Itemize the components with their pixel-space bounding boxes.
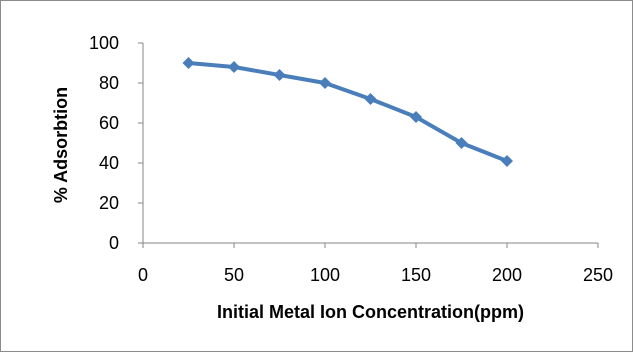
data-point-marker: [364, 93, 377, 105]
x-axis-title: Initial Metal Ion Concentration(ppm): [217, 302, 524, 322]
x-tick-labels: 0 50 100 150 200 250: [138, 243, 613, 285]
y-axis-title: % Adsorbtion: [51, 87, 71, 203]
data-series: [182, 57, 513, 167]
series-line: [186, 61, 509, 163]
data-point-marker: [501, 155, 513, 167]
x-tick-label: 150: [401, 265, 431, 285]
y-tick-label: 80: [99, 73, 119, 93]
x-tick-label: 50: [224, 265, 244, 285]
data-point-marker: [182, 57, 195, 69]
data-point-marker: [228, 61, 240, 73]
data-point-marker: [455, 137, 468, 149]
y-tick-label: 40: [99, 153, 119, 173]
y-tick-label: 60: [99, 113, 119, 133]
data-point-marker: [319, 77, 331, 89]
x-tick-label: 0: [138, 265, 148, 285]
y-tick-labels: 0 20 40 60 80 100: [89, 33, 143, 253]
x-tick-label: 250: [583, 265, 613, 285]
x-tick-label: 100: [310, 265, 340, 285]
x-tick-label: 200: [492, 265, 522, 285]
y-tick-label: 100: [89, 33, 119, 53]
axes: [142, 43, 598, 244]
y-tick-label: 0: [109, 233, 119, 253]
y-tick-label: 20: [99, 193, 119, 213]
data-point-marker: [410, 111, 422, 123]
data-point-marker: [273, 69, 286, 81]
